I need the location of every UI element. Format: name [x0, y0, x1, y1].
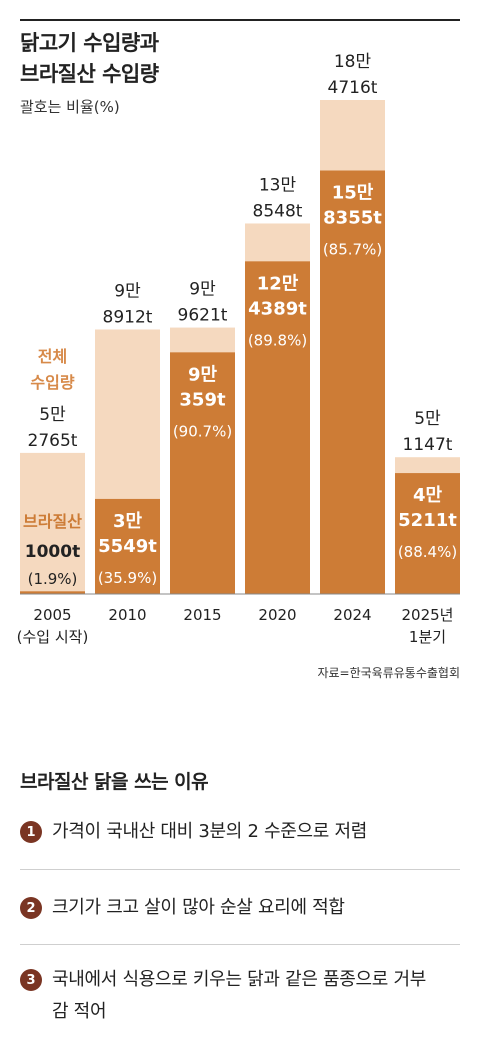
brazil-pct-label: (89.8%)	[248, 331, 307, 349]
number-badge: 2	[20, 897, 42, 919]
reason-item: 1 가격이 국내산 대비 3분의 2 수준으로 저렴	[20, 816, 460, 848]
total-value-label: 2765t	[28, 431, 78, 451]
brazil-bar	[320, 170, 385, 595]
divider	[20, 869, 460, 870]
brazil-value-label: 3만	[113, 511, 143, 532]
brazil-value-label: 5211t	[398, 510, 457, 531]
reason-item: 3 국내에서 식용으로 키우는 닭과 같은 품종으로 거부감 적어	[20, 964, 460, 1028]
total-value-label: 4716t	[328, 78, 378, 98]
brazil-bar	[95, 498, 160, 594]
brazil-pct-label: (90.7%)	[173, 422, 232, 440]
reason-text: 크기가 크고 살이 많아 순살 요리에 적합	[52, 897, 345, 918]
number-badge: 3	[20, 969, 42, 991]
x-tick-label: 2025년	[402, 606, 454, 624]
x-tick-label: 2024	[333, 606, 371, 624]
brazil-pct-label: (1.9%)	[28, 570, 78, 588]
brazil-value-label: 9만	[188, 364, 218, 385]
divider	[20, 944, 460, 945]
source-note: 자료=한국육류유통수출협회	[317, 666, 460, 680]
brazil-bar	[20, 591, 85, 594]
total-value-label: 18만	[334, 52, 372, 72]
reason-text: 국내에서 식용으로 키우는 닭과 같은 품종으로 거부감 적어	[52, 969, 426, 1022]
x-tick-label: 2005	[33, 606, 71, 624]
brazil-bar	[245, 261, 310, 594]
total-value-label: 9621t	[178, 306, 228, 326]
legend-total-label: 전체	[38, 347, 67, 366]
chart-title: 닭고기 수입량과 브라질산 수입량	[20, 28, 159, 90]
number-badge: 1	[20, 821, 42, 843]
legend-total-label: 수입량	[30, 373, 74, 392]
total-value-label: 8548t	[253, 201, 303, 221]
total-value-label: 8912t	[103, 307, 153, 327]
brazil-value-label: 12만	[257, 273, 299, 294]
x-tick-label: 2010	[108, 606, 146, 624]
reason-text: 가격이 국내산 대비 3분의 2 수준으로 저렴	[52, 821, 367, 842]
total-value-label: 5만	[414, 409, 441, 429]
brazil-value-label: 4만	[413, 485, 443, 506]
brazil-value-label: 15만	[332, 182, 374, 203]
brazil-pct-label: (88.4%)	[398, 543, 457, 561]
brazil-value-label: 8355t	[323, 207, 382, 228]
legend-brazil-label: 브라질산	[23, 512, 82, 531]
x-tick-label: (수입 시작)	[17, 628, 89, 646]
total-value-label: 13만	[259, 175, 297, 195]
total-value-label: 5만	[39, 405, 66, 425]
brazil-bar	[395, 473, 460, 594]
brazil-pct-label: (85.7%)	[323, 240, 382, 258]
brazil-value-label: 4389t	[248, 298, 307, 319]
reason-item: 2 크기가 크고 살이 많아 순살 요리에 적합	[20, 892, 460, 924]
brazil-value-label: 359t	[179, 389, 226, 410]
total-value-label: 9만	[114, 281, 141, 301]
reasons-title: 브라질산 닭을 쓰는 이유	[20, 771, 209, 793]
top-rule	[20, 19, 460, 21]
x-tick-label: 1분기	[409, 628, 446, 646]
brazil-value-label: 5549t	[98, 536, 157, 557]
total-bar	[20, 452, 85, 594]
x-tick-label: 2020	[258, 606, 296, 624]
title-line-1: 닭고기 수입량과	[20, 31, 159, 55]
brazil-bar	[170, 352, 235, 594]
title-line-2: 브라질산 수입량	[20, 62, 159, 86]
total-value-label: 1147t	[403, 435, 453, 455]
brazil-pct-label: (35.9%)	[98, 569, 157, 587]
x-tick-label: 2015	[183, 606, 221, 624]
total-value-label: 9만	[189, 280, 216, 300]
brazil-value-label: 1000t	[25, 542, 80, 562]
chart-subtitle: 괄호는 비율(%)	[20, 98, 120, 116]
